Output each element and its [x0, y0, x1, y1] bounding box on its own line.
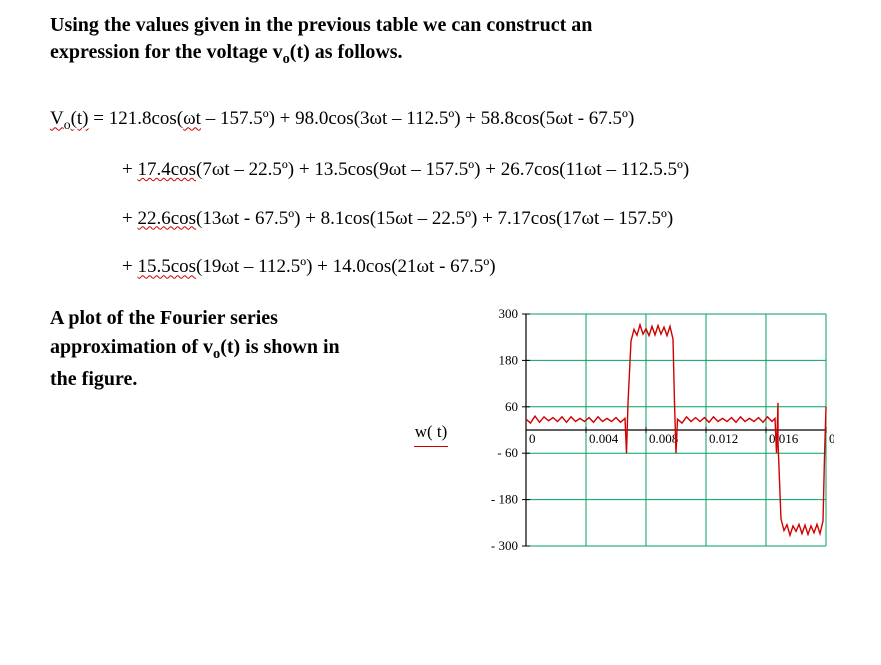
heading-line-2b: (t) as follows.	[290, 41, 403, 63]
squiggle-text: Vo(t)	[50, 108, 89, 129]
equation-line-3: + 22.6cos(13ωt - 67.5º) + 8.1cos(15ωt – …	[50, 207, 851, 232]
squiggle-text: 15.5cos	[137, 256, 196, 277]
caption-line-2a: approximation of v	[50, 336, 213, 358]
svg-text:0.016: 0.016	[769, 431, 799, 446]
svg-text:- 300: - 300	[491, 538, 518, 553]
svg-text:60: 60	[505, 399, 518, 414]
figure-caption: A plot of the Fourier series approximati…	[50, 304, 390, 394]
svg-text:180: 180	[499, 352, 519, 367]
caption-line-1: A plot of the Fourier series	[50, 307, 278, 329]
intro-heading: Using the values given in the previous t…	[50, 12, 851, 69]
svg-text:0.008: 0.008	[649, 431, 678, 446]
legend-line-icon	[414, 446, 448, 447]
equation-block: Vo(t) = 121.8cos(ωt – 157.5º) + 98.0cos(…	[50, 107, 851, 280]
svg-text:- 60: - 60	[497, 445, 518, 460]
squiggle-text: 17.4cos	[137, 159, 196, 180]
lower-section: A plot of the Fourier series approximati…	[50, 304, 851, 564]
equation-line-4: + 15.5cos(19ωt – 112.5º) + 14.0cos(21ωt …	[50, 255, 851, 280]
svg-text:300: 300	[499, 306, 519, 321]
heading-line-2a: expression for the voltage v	[50, 41, 283, 63]
chart-legend: w( t)	[414, 422, 448, 447]
svg-text:0.012: 0.012	[709, 431, 738, 446]
svg-text:0.02: 0.02	[829, 431, 834, 446]
heading-line-1: Using the values given in the previous t…	[50, 14, 592, 36]
fourier-chart: 0 0.004 0.008 0.012 0.016 0.02 - 300 - 180 - 60 6…	[454, 304, 834, 564]
svg-text:- 180: - 180	[491, 492, 518, 507]
equation-line-1: Vo(t) = 121.8cos(ωt – 157.5º) + 98.0cos(…	[50, 107, 851, 134]
caption-line-3: the figure.	[50, 368, 137, 390]
heading-sub: o	[283, 51, 290, 67]
chart-container: w( t) 0 0.004 0.008 0.012 0.016 0.02 - 300 - 18…	[414, 304, 851, 564]
equation-line-2: + 17.4cos(7ωt – 22.5º) + 13.5cos(9ωt – 1…	[50, 158, 851, 183]
squiggle-text: 22.6cos	[137, 208, 196, 229]
squiggle-text: ωt	[183, 108, 201, 129]
svg-text:0.004: 0.004	[589, 431, 619, 446]
svg-text:0: 0	[529, 431, 536, 446]
legend-label: w( t)	[415, 422, 448, 441]
